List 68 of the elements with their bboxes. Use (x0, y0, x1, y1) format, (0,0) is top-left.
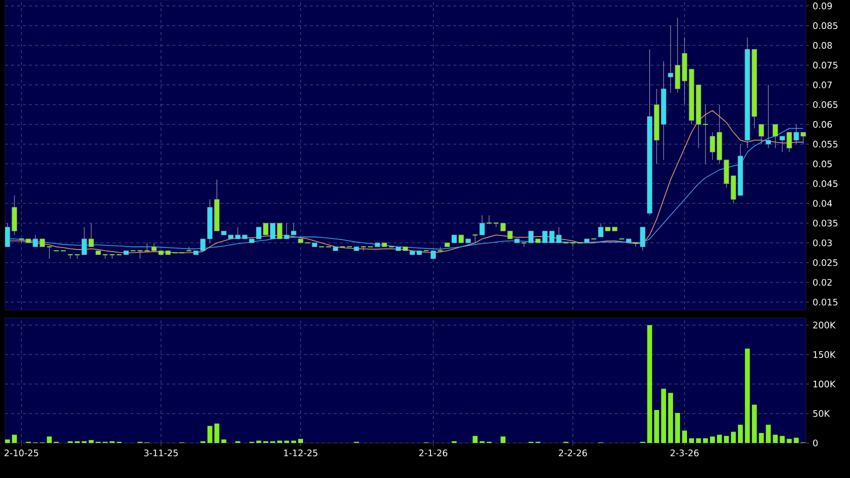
bar (766, 424, 771, 443)
bar (661, 388, 666, 443)
bar (752, 404, 757, 443)
bar (46, 436, 52, 443)
x-tick-label: 2-2-26 (558, 450, 587, 456)
bar (758, 432, 764, 443)
y-tick-label: 0.085 (813, 22, 838, 30)
y-tick-label: 0.035 (813, 220, 838, 227)
y-tick-label: 0.045 (813, 180, 838, 188)
y-tick-label: 0 (813, 440, 818, 446)
y-tick-label: 150K (814, 351, 836, 358)
bar (647, 325, 652, 443)
bar (717, 434, 722, 443)
bar (214, 424, 220, 443)
y-tick-label: 0.065 (813, 101, 838, 108)
y-tick-label: 200K (813, 322, 836, 328)
y-tick-label: 0.075 (813, 62, 838, 69)
y-tick-label: 50K (813, 410, 830, 417)
y-tick-label: 100K (814, 380, 836, 388)
candlestick (360, 246, 366, 252)
y-tick-label: 0.015 (813, 298, 838, 306)
y-tick-label: 0.04 (813, 200, 832, 207)
x-tick-label: 2-10-25 (4, 450, 38, 456)
y-tick-label: 0.08 (813, 42, 832, 49)
y-tick-label: 0.07 (813, 82, 832, 88)
bar (730, 432, 736, 443)
bar (668, 392, 674, 443)
y-tick-label: 0.06 (813, 121, 832, 128)
bar (689, 438, 694, 443)
x-tick-label: 2-1-26 (419, 450, 448, 456)
bar (12, 434, 17, 443)
bar (724, 436, 729, 443)
bar (472, 436, 478, 443)
candlestick (479, 214, 485, 236)
bar (5, 439, 10, 443)
y-tick-label: 0.02 (813, 278, 832, 286)
x-tick-label: 3-11-25 (144, 450, 178, 456)
bar (703, 438, 708, 443)
candlestick (521, 242, 527, 248)
bar (780, 436, 785, 443)
bar (772, 434, 778, 443)
bar (675, 412, 680, 443)
bar (744, 348, 750, 443)
y-tick-label: 0.03 (813, 239, 832, 246)
candlestick (137, 250, 144, 259)
y-tick-label: 0.055 (813, 140, 838, 148)
bar (88, 440, 94, 443)
candlestick (144, 242, 150, 252)
candlestick (186, 246, 192, 252)
bar (654, 410, 660, 443)
bar (682, 430, 687, 443)
x-tick-label: 1-12-25 (284, 450, 318, 456)
bar (298, 438, 304, 443)
bar (221, 439, 226, 443)
candlestick (766, 84, 771, 148)
bar (696, 438, 701, 443)
candlestick (640, 226, 646, 252)
bar (710, 436, 715, 443)
y-tick-label: 0.05 (813, 160, 832, 168)
y-tick-label: 0.025 (813, 259, 838, 266)
bar (738, 424, 743, 443)
x-tick-label: 2-3-26 (670, 450, 699, 456)
bar (500, 436, 506, 443)
candlestick (758, 124, 764, 144)
bar (207, 426, 212, 443)
candlestick (46, 246, 52, 259)
y-tick-label: 0.09 (813, 2, 832, 10)
bar (794, 438, 799, 443)
